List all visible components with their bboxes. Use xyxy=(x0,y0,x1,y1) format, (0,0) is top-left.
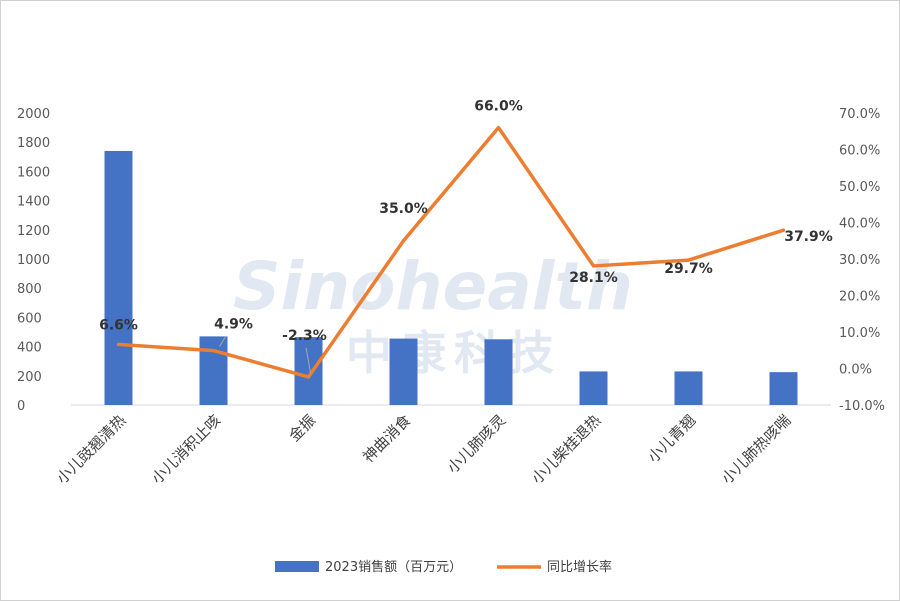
watermark-latin: Sinohealth xyxy=(233,248,633,325)
line-series: 6.6% 4.9% -2.3% 35.0% 66.0% 28.1% 29.7% 37.9% xyxy=(99,99,833,379)
growth-data-label: 37.9% xyxy=(784,229,833,245)
left-tick-label: 0 xyxy=(17,399,25,414)
legend: 2023销售额（百万元） 同比增长率 xyxy=(275,559,612,575)
category-label: 小儿豉翘清热 xyxy=(53,411,129,487)
bar xyxy=(484,339,513,405)
legend-bar-label: 2023销售额（百万元） xyxy=(325,559,462,575)
left-tick-label: 600 xyxy=(17,311,42,326)
legend-line-label: 同比增长率 xyxy=(547,559,612,575)
category-label: 小儿青翘 xyxy=(644,411,699,466)
bar xyxy=(674,371,703,405)
left-tick-label: 1000 xyxy=(17,253,50,268)
legend-bar-swatch xyxy=(275,561,319,572)
growth-data-label: 4.9% xyxy=(214,317,253,333)
category-label: 小儿柴桂退热 xyxy=(528,411,604,487)
bar xyxy=(389,338,418,405)
category-label: 金振 xyxy=(285,411,319,445)
right-tick-label: 70.0% xyxy=(839,107,880,122)
left-tick-label: 2000 xyxy=(17,107,50,122)
left-tick-label: 1400 xyxy=(17,195,50,210)
right-tick-label: 60.0% xyxy=(839,144,880,159)
left-tick-label: 1200 xyxy=(17,224,50,239)
bar xyxy=(199,336,228,405)
category-labels: 小儿豉翘清热 小儿消积止咳 金振 神曲消食 小儿肺咳灵 小儿柴桂退热 小儿青翘 小儿肺热咳喘 xyxy=(53,411,794,487)
growth-line xyxy=(116,125,786,379)
category-label: 神曲消食 xyxy=(359,411,414,466)
bar xyxy=(579,371,608,405)
category-label: 小儿肺热咳喘 xyxy=(718,411,794,487)
right-tick-label: 40.0% xyxy=(839,217,880,232)
growth-data-label: 66.0% xyxy=(474,99,523,115)
leader-line xyxy=(305,347,311,373)
right-tick-label: 10.0% xyxy=(839,326,880,341)
bar xyxy=(769,372,798,405)
category-label: 小儿消积止咳 xyxy=(148,411,224,487)
leader-line xyxy=(219,336,226,347)
growth-data-label: 28.1% xyxy=(569,270,618,286)
category-label: 小儿肺咳灵 xyxy=(444,411,510,477)
growth-data-label: 6.6% xyxy=(99,317,138,333)
left-tick-label: 800 xyxy=(17,282,42,297)
right-tick-label: 50.0% xyxy=(839,180,880,195)
right-tick-label: 0.0% xyxy=(839,363,872,378)
watermark: Sinohealth 中康科技 xyxy=(233,248,633,380)
watermark-cjk: 中康科技 xyxy=(346,326,562,380)
left-tick-label: 200 xyxy=(17,370,42,385)
right-tick-label: 20.0% xyxy=(839,290,880,305)
left-tick-label: 1600 xyxy=(17,165,50,180)
right-axis-ticks: -10.0% 0.0% 10.0% 20.0% 30.0% 40.0% 50.0% 60.0%… xyxy=(839,107,885,414)
growth-data-label: 29.7% xyxy=(664,261,713,277)
bar xyxy=(104,150,133,405)
bar-series xyxy=(104,150,798,405)
right-tick-label: 30.0% xyxy=(839,253,880,268)
growth-data-label: -2.3% xyxy=(282,328,327,344)
left-axis-ticks: 0 200 400 600 800 1000 1200 1400 1600 1800 2000 xyxy=(17,107,50,414)
right-tick-label: -10.0% xyxy=(839,399,885,414)
left-tick-label: 1800 xyxy=(17,136,50,151)
bar xyxy=(294,337,323,405)
left-tick-label: 400 xyxy=(17,341,42,356)
growth-data-label: 35.0% xyxy=(379,201,428,217)
